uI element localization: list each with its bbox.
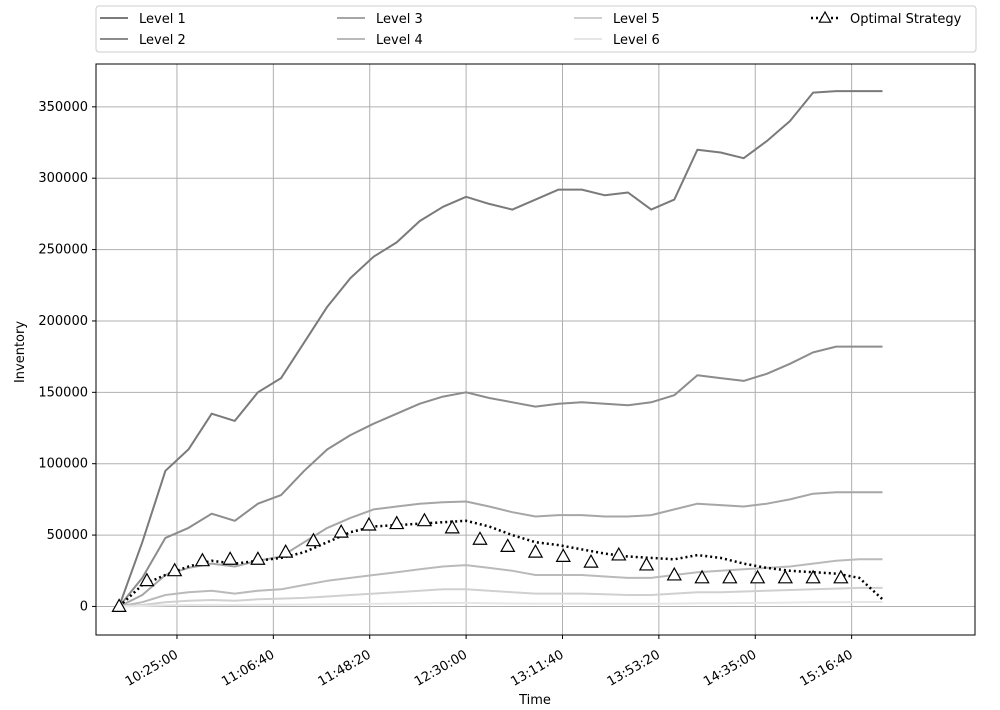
y-axis: 0 50000 100000 150000 200000 250000 300000 3500… — [38, 100, 96, 614]
legend: Level 1 Level 2 Level 3 Level 4 Level 5 Level… — [95, 5, 977, 53]
y-tick-label: 150000 — [38, 385, 88, 400]
optimal-strategy-marker — [222, 551, 238, 565]
optimal-strategy-marker — [527, 543, 544, 558]
legend-label: Level 1 — [139, 12, 186, 27]
legend-label: Level 6 — [613, 33, 660, 48]
optimal-strategy-marker — [611, 546, 627, 561]
y-tick-label: 50000 — [47, 528, 88, 543]
optimal-strategy-marker — [361, 516, 377, 531]
optimal-strategy-marker — [500, 538, 516, 552]
legend-item: Optimal Strategy — [811, 10, 962, 27]
legend-box — [95, 5, 977, 53]
grid — [96, 64, 975, 635]
plot-frame — [95, 63, 976, 636]
legend-triangle-icon — [818, 10, 832, 23]
y-tick-label: 250000 — [38, 243, 88, 258]
optimal-strategy-marker — [139, 572, 155, 587]
y-tick-label: 100000 — [38, 457, 88, 472]
legend-label: Level 2 — [139, 33, 186, 48]
optimal-strategy-marker — [583, 553, 599, 568]
optimal-strategy-marker — [416, 512, 433, 527]
legend-item: Level 2 — [100, 33, 186, 48]
optimal-strategy-marker — [444, 519, 460, 534]
series-line-optimal-strategy — [118, 519, 884, 608]
optimal-strategy-marker — [166, 562, 183, 577]
legend-label: Level 3 — [376, 12, 423, 27]
optimal-strategy-marker — [389, 515, 405, 530]
series-group — [118, 90, 884, 608]
optimal-strategy-marker — [278, 543, 294, 558]
legend-item: Level 5 — [574, 12, 660, 27]
series-line-level-1 — [118, 90, 883, 607]
legend-label: Level 5 — [613, 12, 660, 27]
y-tick-label: 0 — [80, 599, 88, 614]
series-line-level-4 — [118, 558, 883, 608]
optimal-strategy-marker — [472, 531, 488, 545]
optimal-strategy-marker — [333, 523, 349, 538]
optimal-strategy-marker — [722, 569, 738, 584]
optimal-strategy-marker — [194, 552, 211, 567]
optimal-strategy-marker — [555, 548, 571, 562]
legend-label: Level 4 — [376, 33, 423, 48]
optimal-strategy-marker — [666, 566, 682, 581]
legend-label: Optimal Strategy — [850, 12, 962, 27]
legend-item: Level 3 — [337, 12, 423, 27]
legend-item: Level 6 — [574, 33, 660, 48]
series-line-level-6 — [119, 601, 883, 608]
series-line-level-3 — [118, 491, 883, 608]
y-tick-label: 300000 — [38, 171, 88, 186]
optimal-strategy-marker — [638, 556, 655, 571]
optimal-strategy-marker — [805, 569, 821, 584]
optimal-strategy-marker — [305, 532, 322, 547]
legend-item: Level 1 — [100, 12, 186, 27]
optimal-strategy-marker — [749, 569, 766, 584]
optimal-strategy-marker — [694, 569, 710, 584]
optimal-strategy-marker — [111, 598, 127, 612]
y-tick-label: 200000 — [38, 314, 88, 329]
optimal-strategy-marker — [833, 569, 849, 584]
y-tick-label: 350000 — [38, 100, 88, 115]
optimal-strategy-marker — [777, 569, 793, 584]
y-axis-label: Inventory — [13, 321, 28, 383]
series-line-level-5 — [119, 586, 883, 608]
optimal-strategy-marker — [250, 551, 266, 565]
series-line-level-2 — [118, 345, 883, 608]
legend-item: Level 4 — [337, 33, 423, 48]
x-axis-label: Time — [518, 693, 551, 708]
marker-group — [111, 512, 849, 612]
